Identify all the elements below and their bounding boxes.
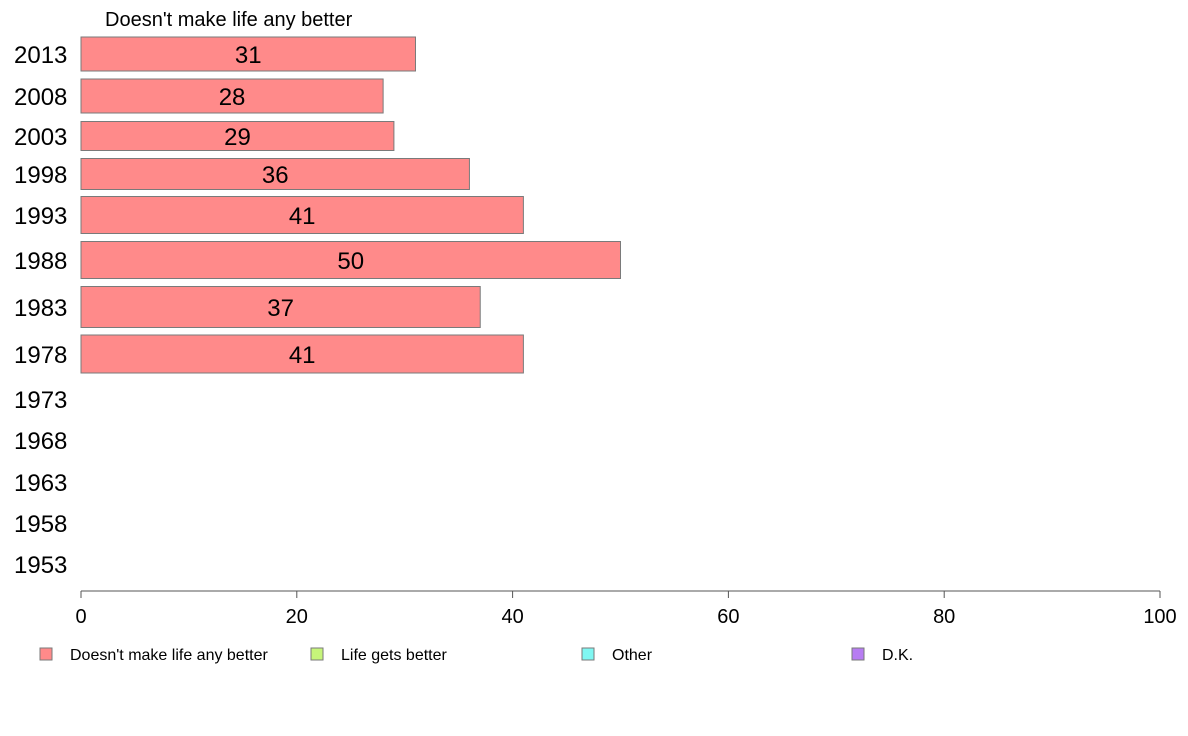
bar-value-label-1978: 41 [289,342,316,369]
legend-label-0: Doesn't make life any better [70,647,268,664]
x-tick-label-100: 100 [1143,606,1176,628]
year-label-1998: 1998 [14,162,67,189]
bar-2008 [80,78,384,114]
bar-1978 [80,334,524,374]
bars-layer: 2013 31 2008 28 2003 29 1998 36 1993 41 1988 50 1983… [14,36,621,579]
year-label-2013: 2013 [14,42,67,69]
bar-1983 [80,286,481,328]
x-tick-label-20: 20 [286,606,308,628]
bar-value-label-2003: 29 [224,124,251,151]
bar-value-label-1988: 50 [337,248,364,275]
year-label-1983: 1983 [14,295,67,322]
chart-header: Doesn't make life any better [105,9,353,31]
legend-swatch-3 [851,647,865,661]
year-label-1978: 1978 [14,342,67,369]
year-label-2008: 2008 [14,84,67,111]
x-axis: 0 20 40 60 80 100 [75,590,1177,628]
bar-1998 [80,158,470,190]
year-label-1973: 1973 [14,387,67,414]
legend-swatch-0 [39,647,53,661]
bar-value-label-1983: 37 [267,295,294,322]
bar-2013 [80,36,416,72]
legend-swatch-2 [581,647,595,661]
legend-swatch-1 [310,647,324,661]
year-label-1968: 1968 [14,428,67,455]
bar-1988 [80,241,621,279]
legend-label-1: Life gets better [341,647,448,664]
bar-value-label-2008: 28 [219,84,246,111]
year-label-1963: 1963 [14,470,67,497]
x-tick-label-40: 40 [501,606,523,628]
bar-value-label-1993: 41 [289,203,316,230]
year-label-1953: 1953 [14,552,67,579]
legend: Doesn't make life any better Life gets be… [39,647,913,664]
year-label-1988: 1988 [14,248,67,275]
x-tick-label-80: 80 [933,606,955,628]
x-tick-label-60: 60 [717,606,739,628]
year-label-1993: 1993 [14,203,67,230]
legend-label-2: Other [612,647,653,664]
bar-2003 [80,121,395,151]
legend-label-3: D.K. [882,647,913,664]
x-tick-label-0: 0 [75,606,86,628]
year-label-2003: 2003 [14,124,67,151]
bar-value-label-2013: 31 [235,42,262,69]
bar-1993 [80,196,524,234]
year-label-1958: 1958 [14,511,67,538]
bar-value-label-1998: 36 [262,162,289,189]
